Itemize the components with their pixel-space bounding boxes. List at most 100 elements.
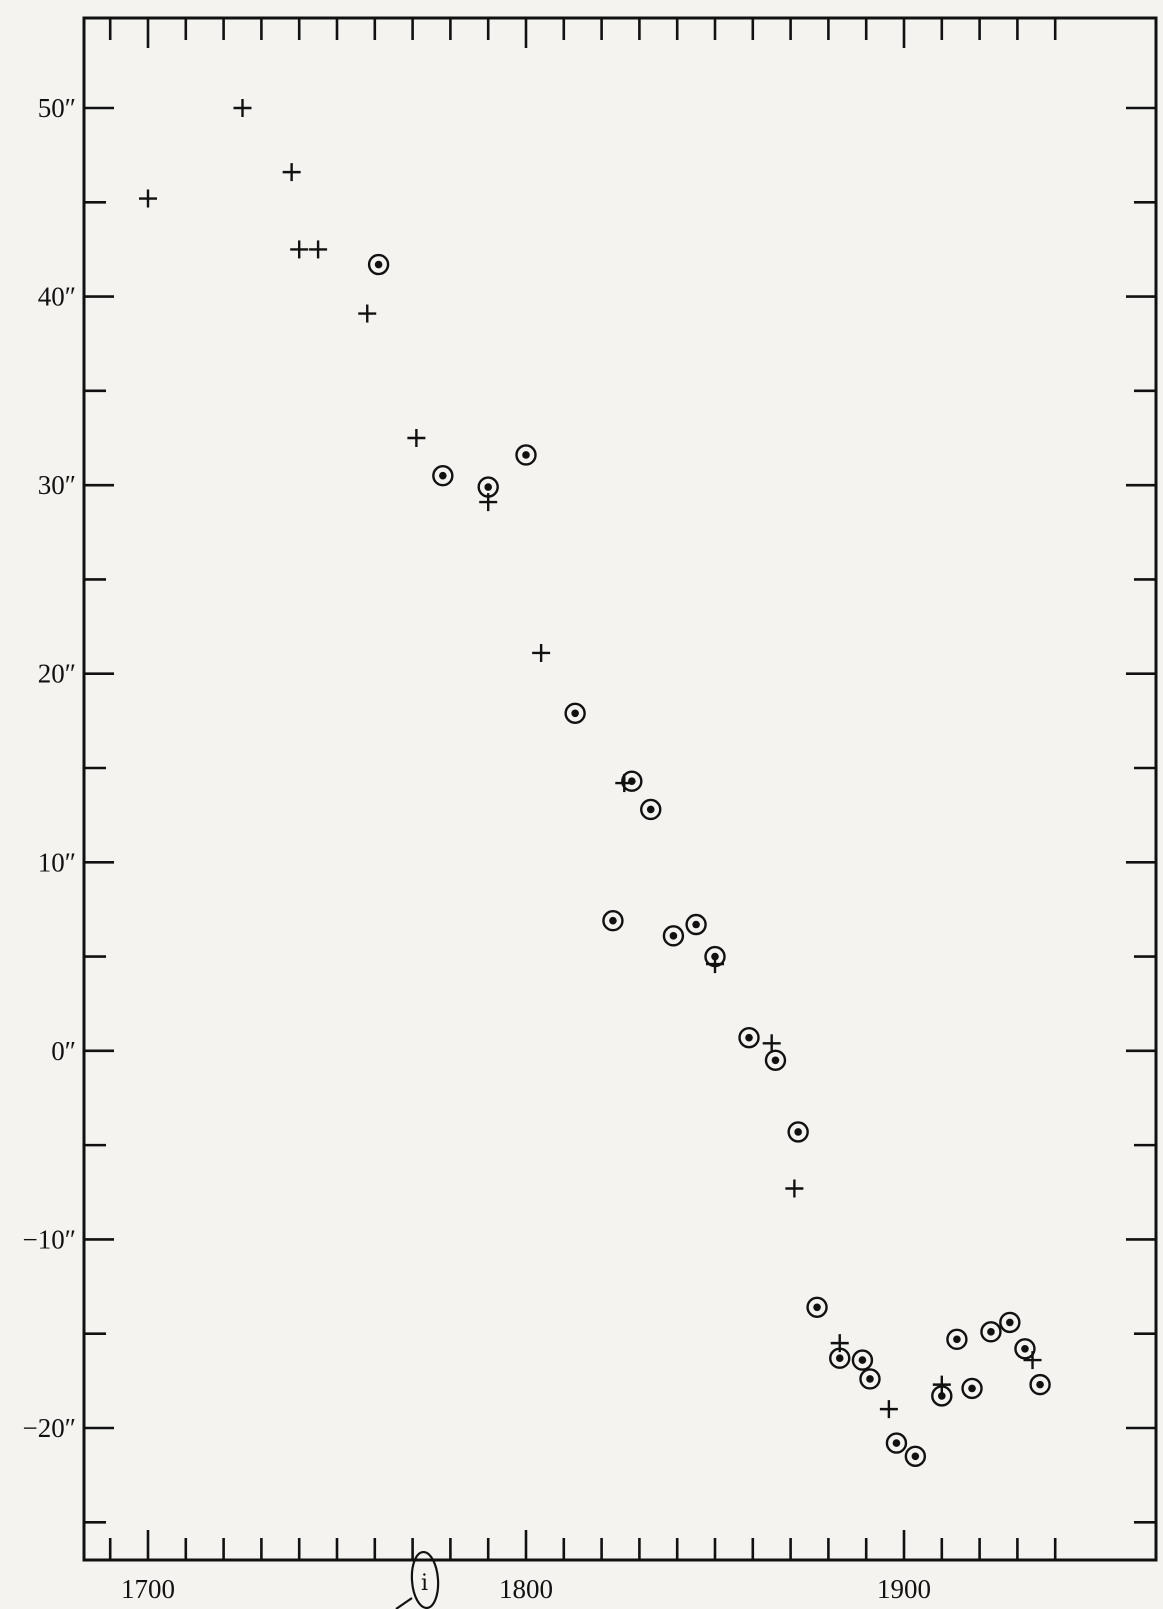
- plot-frame: [82, 16, 1158, 1562]
- data-point-circled-dot: [564, 702, 586, 725]
- data-point-plus: [762, 1034, 781, 1053]
- data-point-plus: [139, 189, 157, 208]
- point-center: [1021, 1344, 1029, 1353]
- data-point-circled-dot: [806, 1296, 828, 1319]
- data-point-circled-dot: [829, 1347, 851, 1369]
- x-tick-label: 1700: [121, 1574, 175, 1604]
- point-center: [866, 1375, 874, 1383]
- data-point-circled-dot: [367, 253, 390, 276]
- point-ring: [704, 945, 726, 968]
- point-ring: [999, 1311, 1021, 1334]
- point-center: [953, 1335, 961, 1344]
- point-ring: [764, 1049, 787, 1071]
- data-point-circled-dot: [602, 910, 624, 932]
- data-point-plus: [407, 428, 426, 447]
- point-ring: [980, 1321, 1002, 1343]
- point-ring: [946, 1328, 968, 1351]
- point-center: [892, 1439, 901, 1447]
- point-center: [669, 932, 678, 940]
- y-tick-label: 10″: [38, 847, 76, 877]
- y-tick-label: −10″: [23, 1224, 76, 1254]
- point-center: [1036, 1380, 1044, 1389]
- point-ring: [829, 1347, 851, 1369]
- data-point-circled-dot: [961, 1377, 983, 1400]
- data-point-circled-dot: [1029, 1373, 1051, 1396]
- y-tick-label: 50″: [38, 93, 76, 123]
- data-point-circled-dot: [946, 1328, 968, 1351]
- data-marks: [139, 99, 1051, 1467]
- data-point-circled-dot: [1014, 1338, 1036, 1360]
- data-point-circled-dot: [704, 945, 726, 968]
- point-ring: [564, 702, 586, 725]
- handwritten-annotation: i: [395, 1550, 440, 1609]
- point-ring: [787, 1121, 809, 1143]
- point-ring: [851, 1349, 874, 1371]
- data-point-circled-dot: [515, 444, 537, 466]
- point-ring: [1014, 1338, 1036, 1360]
- data-point-circled-dot: [851, 1349, 874, 1371]
- point-center: [938, 1392, 946, 1400]
- point-center: [771, 1056, 780, 1065]
- data-point-circled-dot: [859, 1368, 881, 1390]
- point-center: [813, 1303, 821, 1312]
- point-ring: [602, 910, 624, 932]
- y-tick-label: −20″: [23, 1413, 76, 1443]
- point-center: [1006, 1318, 1014, 1327]
- data-point-plus: [785, 1179, 804, 1198]
- point-center: [858, 1356, 867, 1364]
- data-point-plus: [532, 643, 551, 662]
- point-center: [484, 483, 493, 491]
- point-ring: [662, 925, 685, 947]
- data-point-circled-dot: [904, 1445, 927, 1467]
- point-center: [794, 1128, 802, 1136]
- y-tick-label: 40″: [38, 282, 76, 312]
- y-tick-label: 0″: [51, 1036, 76, 1066]
- data-point-circled-dot: [999, 1311, 1021, 1334]
- point-ring: [859, 1368, 881, 1390]
- point-ring: [477, 476, 499, 498]
- point-ring: [367, 253, 390, 276]
- point-ring: [961, 1377, 983, 1400]
- point-center: [646, 805, 655, 814]
- point-ring: [931, 1385, 953, 1407]
- point-center: [711, 952, 719, 961]
- data-point-circled-dot: [640, 798, 662, 821]
- point-center: [571, 709, 579, 718]
- axes: 1700 1800 1900 50″ 40″ 30″ 20″ 10″ 0″ −10″ −20″: [23, 18, 1156, 1604]
- point-ring: [640, 798, 662, 821]
- point-center: [609, 916, 617, 925]
- point-ring: [738, 1026, 760, 1049]
- data-point-circled-dot: [621, 770, 643, 792]
- data-point-plus: [282, 163, 301, 182]
- point-center: [692, 920, 700, 929]
- y-tick-label: 30″: [38, 470, 76, 500]
- handwritten-annotation-mark: i: [421, 1571, 428, 1596]
- point-center: [628, 777, 636, 785]
- point-center: [374, 260, 383, 269]
- data-point-circled-dot: [764, 1049, 787, 1071]
- point-ring: [432, 465, 454, 487]
- x-tick-label: 1900: [877, 1574, 931, 1604]
- y-tick-label: 20″: [38, 659, 76, 689]
- data-point-circled-dot: [662, 925, 685, 947]
- point-ring: [515, 444, 537, 466]
- data-point-plus: [932, 1375, 951, 1394]
- data-point-circled-dot: [931, 1385, 953, 1407]
- data-point-circled-dot: [685, 913, 707, 936]
- point-center: [745, 1033, 753, 1042]
- point-ring: [806, 1296, 828, 1319]
- point-center: [522, 451, 530, 459]
- point-ring: [621, 770, 643, 792]
- point-ring: [685, 913, 707, 936]
- data-point-plus: [290, 240, 309, 259]
- point-ring: [904, 1445, 927, 1467]
- point-center: [835, 1354, 844, 1363]
- point-ring: [1029, 1373, 1051, 1396]
- point-center: [968, 1384, 976, 1393]
- point-center: [987, 1328, 995, 1336]
- data-point-circled-dot: [432, 465, 454, 487]
- point-ring: [885, 1432, 908, 1454]
- data-point-plus: [358, 304, 377, 323]
- data-point-circled-dot: [787, 1121, 809, 1143]
